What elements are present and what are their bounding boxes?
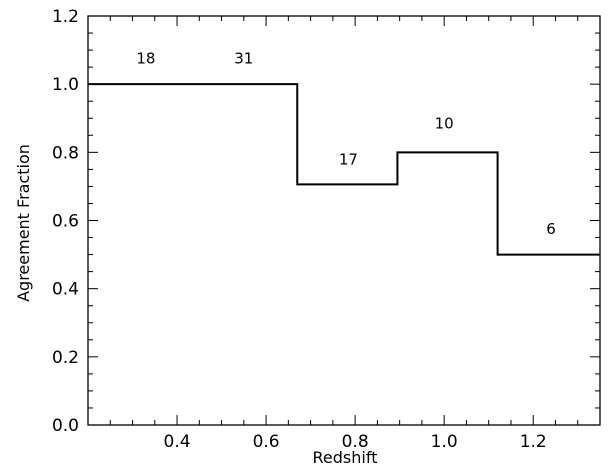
plot-area: 0.0 0.2 0.4 0.6 0.8 1.0 1.2 0.4 0.6 0.8 1.0 1.2 18 31… — [52, 7, 601, 452]
y-tick-label: 1.2 — [52, 7, 79, 27]
x-tick-label: 0.6 — [253, 432, 280, 452]
x-tick-label: 0.4 — [164, 432, 191, 452]
step-series-line — [88, 83, 600, 256]
bin-count-label: 17 — [339, 150, 358, 168]
bin-count-label: 10 — [435, 114, 454, 132]
bin-count-label: 6 — [546, 220, 556, 238]
y-tick-label: 0.6 — [52, 212, 79, 232]
y-axis-label: Agreement Fraction — [14, 144, 33, 302]
y-tick-label: 0.4 — [52, 280, 79, 300]
y-tick-label: 0.8 — [52, 143, 79, 163]
plot-frame — [87, 15, 601, 426]
x-axis-label: Redshift — [313, 448, 378, 467]
x-tick-label: 0.8 — [342, 432, 369, 452]
y-tick-label: 0.2 — [52, 348, 79, 368]
bin-count-label: 31 — [234, 50, 253, 68]
bin-count-label: 18 — [136, 50, 155, 68]
y-tick-label: 1.0 — [52, 75, 79, 95]
x-tick-label: 1.2 — [520, 432, 547, 452]
y-tick-label: 0.0 — [52, 416, 79, 436]
x-tick-label: 1.0 — [431, 432, 458, 452]
